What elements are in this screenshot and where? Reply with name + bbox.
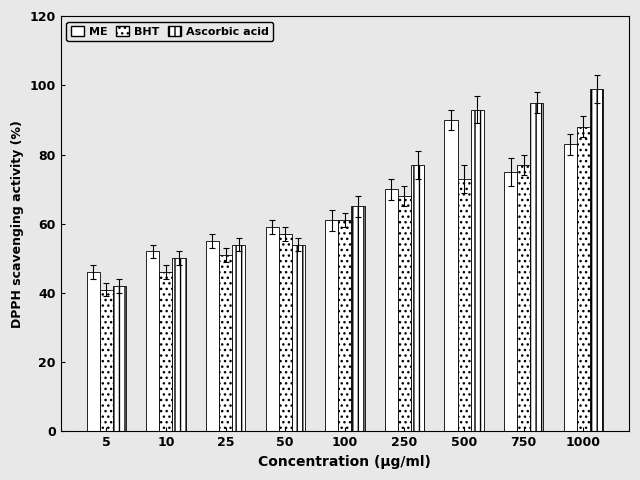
Y-axis label: DPPH scavenging activity (%): DPPH scavenging activity (%) (11, 120, 24, 328)
Bar (411, 165, 424, 432)
Bar (100, 289, 113, 432)
Bar (504, 172, 517, 432)
Bar (577, 127, 590, 432)
Bar (278, 234, 292, 432)
Bar (458, 179, 470, 432)
Bar (292, 244, 305, 432)
Bar (517, 165, 531, 432)
Bar (398, 196, 411, 432)
Bar (113, 286, 126, 432)
Bar (219, 255, 232, 432)
Bar (590, 89, 603, 432)
Bar (146, 252, 159, 432)
Legend: ME, BHT, Ascorbic acid: ME, BHT, Ascorbic acid (67, 22, 273, 41)
Bar (86, 272, 100, 432)
Bar (206, 241, 219, 432)
Bar (325, 220, 339, 432)
Bar (470, 109, 484, 432)
Bar (351, 206, 365, 432)
Bar (385, 189, 398, 432)
Bar (159, 272, 172, 432)
Bar (232, 244, 245, 432)
X-axis label: Concentration (μg/ml): Concentration (μg/ml) (259, 455, 431, 469)
Bar (172, 258, 186, 432)
Bar (444, 120, 458, 432)
Bar (564, 144, 577, 432)
Bar (531, 103, 543, 432)
Bar (266, 227, 278, 432)
Bar (339, 220, 351, 432)
